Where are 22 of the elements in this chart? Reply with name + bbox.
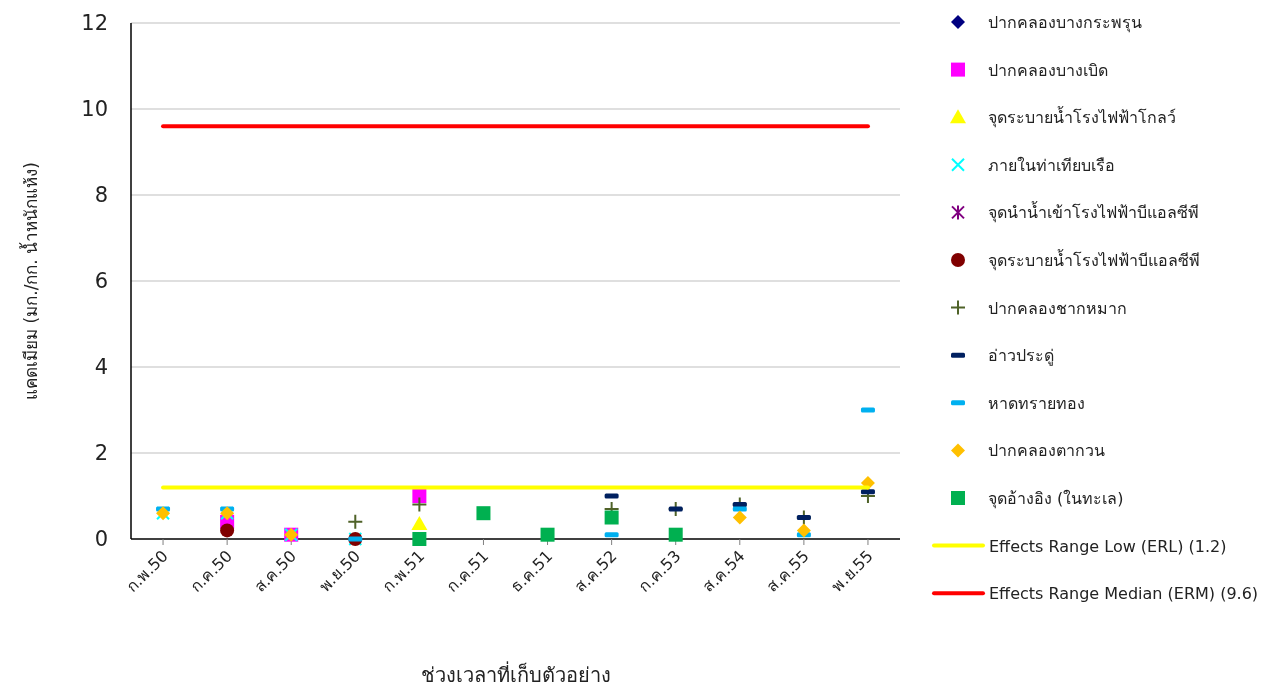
y-axis-title: แคดเมียม (มก./กก. น้ำหนักแห้ง) xyxy=(19,162,41,400)
y-tick-label: 6 xyxy=(94,269,108,293)
y-tick-label: 4 xyxy=(94,355,108,379)
legend-label: ปากคลองบางกระพรุน xyxy=(988,13,1142,33)
y-tick-label: 8 xyxy=(94,183,108,207)
x-axis-title: ช่วงเวลาที่เก็บตัวอย่าง xyxy=(420,661,611,687)
legend-label: ปากคลองตากวน xyxy=(988,441,1105,461)
y-tick-label: 2 xyxy=(94,441,108,465)
legend-label: จุดระบายน้ำโรงไฟฟ้าโกลว์ xyxy=(988,106,1176,129)
legend-label: Effects Range Low (ERL) (1.2) xyxy=(989,536,1227,556)
legend-label: ปากคลองชากหมาก xyxy=(988,298,1127,318)
legend-label: จุดอ้างอิง (ในทะเล) xyxy=(988,489,1124,509)
legend-label: อ่าวประดู่ xyxy=(988,346,1054,367)
y-tick-label: 10 xyxy=(81,97,108,121)
legend-label: ปากคลองบางเบิด xyxy=(988,60,1108,80)
legend-label: ภายในท่าเทียบเรือ xyxy=(988,155,1115,175)
y-tick-label: 12 xyxy=(81,11,108,35)
y-tick-label: 0 xyxy=(94,527,108,551)
legend-label: หาดทรายทอง xyxy=(988,393,1085,413)
legend-label: จุดนำน้ำเข้าโรงไฟฟ้าบีแอลซีพี xyxy=(988,201,1199,224)
legend-label: จุดระบายน้ำโรงไฟฟ้าบีแอลซีพี xyxy=(988,249,1200,271)
legend-label: Effects Range Median (ERM) (9.6) xyxy=(989,584,1259,604)
